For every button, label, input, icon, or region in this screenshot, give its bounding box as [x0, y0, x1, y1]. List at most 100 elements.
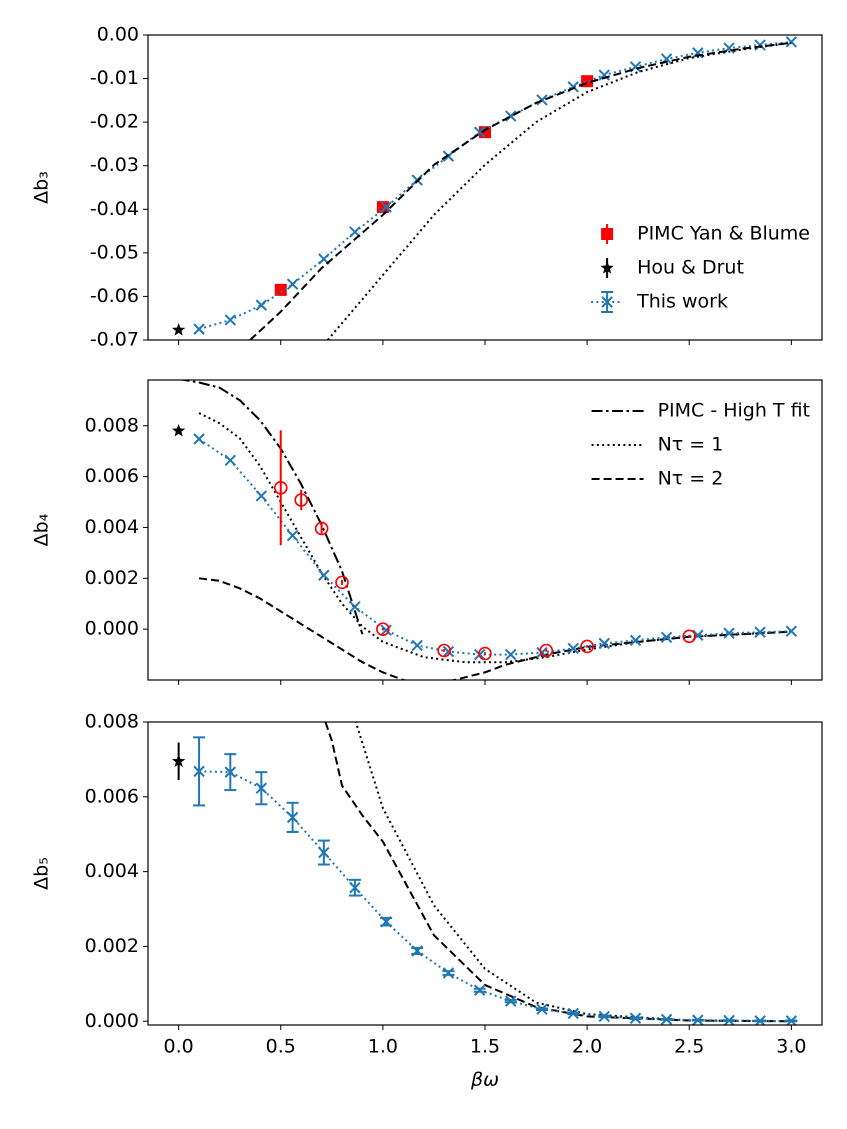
- marker-circle: [294, 493, 308, 507]
- marker-circle: [580, 639, 594, 654]
- y-tick-label: -0.01: [90, 67, 139, 89]
- y-tick-label: -0.05: [90, 241, 139, 263]
- marker-x: [411, 945, 423, 957]
- y-tick-label: 0.00: [97, 24, 139, 46]
- series-line: [324, 722, 792, 1023]
- plot-area: [171, 36, 798, 340]
- legend: PIMC - High T fit Nτ = 1 Nτ = 2: [591, 400, 810, 490]
- plot-area: [171, 722, 798, 1025]
- marker-x: [567, 642, 579, 655]
- series-line: [199, 770, 792, 1022]
- y-tick-label: 0.006: [85, 465, 139, 487]
- legend-label: PIMC - High T fit: [658, 400, 810, 422]
- x-tick-label: 1.0: [368, 1036, 398, 1058]
- marker-x: [224, 314, 237, 326]
- marker-x: [598, 637, 610, 650]
- marker-square: [479, 126, 491, 139]
- y-tick-label: -0.03: [90, 154, 139, 176]
- legend-label: Hou & Drut: [637, 257, 744, 279]
- legend-label: Nτ = 1: [658, 434, 724, 456]
- y-tick-label: -0.02: [90, 111, 139, 133]
- series-line: [249, 41, 792, 340]
- marker-x: [193, 323, 205, 335]
- y-tick-label: -0.06: [90, 285, 139, 307]
- marker-x: [255, 490, 268, 502]
- marker-circle: [335, 575, 349, 590]
- y-axis-label: Δb₄: [31, 513, 53, 546]
- marker-circle: [314, 521, 329, 536]
- marker-x: [505, 648, 517, 661]
- marker-star: [171, 754, 186, 767]
- marker-x: [286, 529, 299, 542]
- marker-x: [193, 765, 205, 778]
- y-tick-label: 0.004: [85, 860, 139, 882]
- marker-x: [692, 47, 704, 59]
- marker-x: [629, 634, 642, 647]
- marker-x: [349, 601, 361, 613]
- legend-marker: [601, 296, 613, 308]
- x-tick-label: 2.5: [674, 1036, 704, 1058]
- series-line: [198, 40, 792, 331]
- x-tick-label: 3.0: [776, 1036, 806, 1058]
- plot-area: [171, 380, 798, 680]
- marker-circle: [273, 480, 288, 495]
- y-tick-label: 0.000: [85, 1010, 139, 1032]
- marker-square: [376, 201, 389, 214]
- series-line: [198, 438, 792, 656]
- marker-x: [629, 1012, 642, 1024]
- axes-frame: [147, 721, 823, 1026]
- marker-x: [442, 645, 455, 658]
- marker-x: [442, 967, 455, 979]
- marker-x: [224, 766, 237, 778]
- y-tick-label: 0.002: [85, 935, 139, 957]
- marker-x: [536, 94, 548, 106]
- marker-x: [723, 1014, 735, 1025]
- axes-frame: [147, 379, 823, 681]
- x-tick-label: 1.5: [470, 1036, 500, 1058]
- marker-x: [754, 626, 766, 638]
- marker-circle: [437, 643, 451, 658]
- marker-x: [255, 299, 268, 311]
- y-tick-label: 0.000: [85, 618, 139, 640]
- marker-x: [660, 1013, 673, 1025]
- marker-x: [255, 782, 268, 794]
- x-tick-label: 2.0: [572, 1036, 602, 1058]
- marker-x: [785, 1015, 798, 1025]
- marker-circle: [376, 622, 390, 636]
- marker-x: [505, 110, 517, 122]
- marker-x: [411, 639, 423, 652]
- marker-x: [660, 631, 673, 643]
- legend-label: Nτ = 2: [658, 468, 724, 490]
- x-tick-label: 0.0: [164, 1036, 194, 1058]
- y-tick-label: -0.07: [90, 329, 139, 351]
- marker-star: [171, 423, 186, 437]
- x-tick-label: 0.5: [266, 1036, 296, 1058]
- axes-frame: [147, 34, 823, 341]
- marker-x: [598, 69, 610, 81]
- marker-x: [286, 811, 299, 824]
- marker-circle: [539, 643, 554, 658]
- marker-x: [692, 1014, 704, 1025]
- marker-x: [754, 1015, 766, 1025]
- marker-x: [193, 433, 205, 445]
- marker-x: [567, 1007, 579, 1020]
- y-axis-label: Δb₅: [31, 857, 53, 890]
- marker-x: [286, 278, 299, 290]
- y-tick-label: -0.04: [90, 198, 139, 220]
- legend-label: PIMC Yan & Blume: [637, 223, 810, 245]
- marker-x: [318, 569, 330, 581]
- marker-x: [224, 454, 237, 467]
- y-tick-label: 0.006: [85, 785, 139, 807]
- legend: PIMC Yan & Blume Hou & Drut This work: [591, 223, 810, 313]
- marker-x: [598, 1010, 610, 1023]
- series-line: [178, 380, 364, 635]
- marker-x: [473, 984, 486, 996]
- y-tick-label: 0.002: [85, 567, 139, 589]
- series-line: [354, 722, 792, 1023]
- marker-x: [785, 36, 798, 48]
- x-axis-label: βω: [470, 1069, 499, 1091]
- marker-circle: [682, 629, 697, 644]
- marker-circle: [478, 646, 492, 661]
- marker-x: [380, 201, 392, 213]
